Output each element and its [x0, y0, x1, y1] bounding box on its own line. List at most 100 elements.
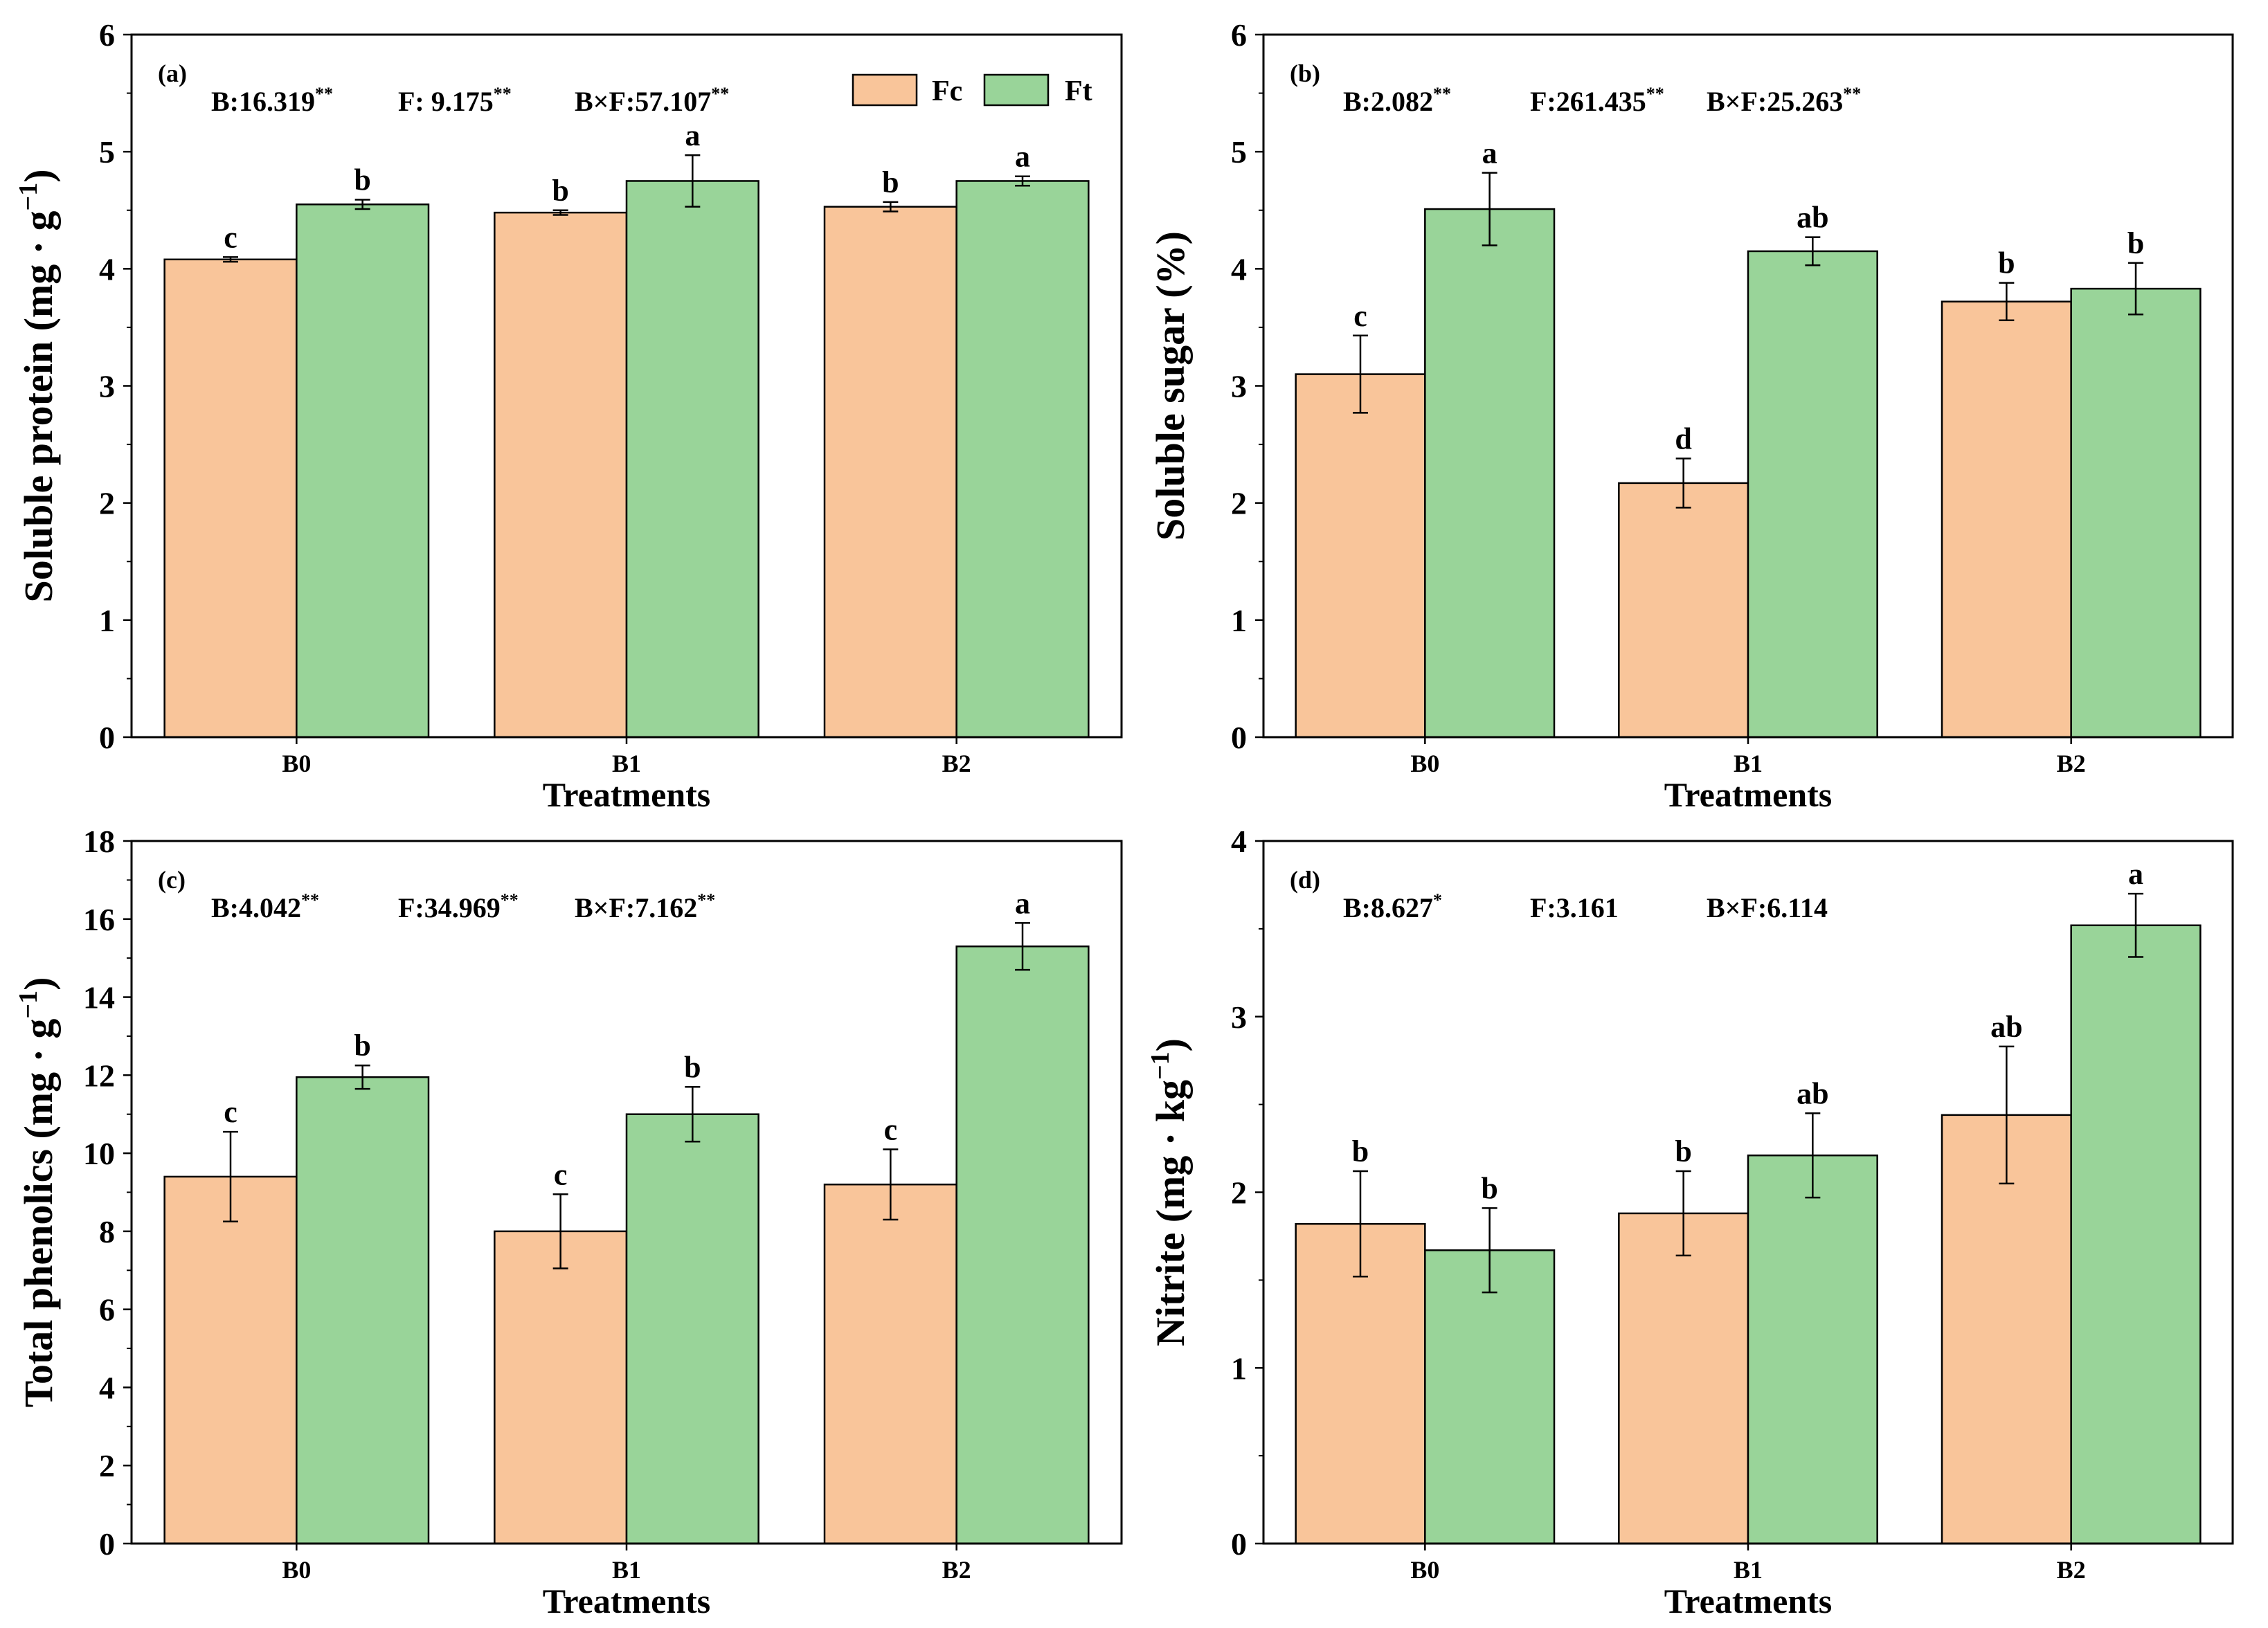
y-axis-title: Soluble protein (mg · g−1)	[14, 169, 61, 602]
y-tick-label: 14	[83, 980, 115, 1015]
bar-ft-b0	[1424, 208, 1556, 739]
x-tick-label: B1	[612, 750, 641, 777]
significance-letter: b	[2127, 226, 2144, 260]
anova-stat: F:261.435**	[1530, 84, 1664, 117]
significance-letter: a	[685, 118, 700, 152]
y-tick-label: 1	[1231, 603, 1247, 638]
y-tick-label: 18	[83, 824, 115, 859]
bar-fc-b0	[163, 258, 298, 739]
chart-panel-3: c b B0 c b B1 c a B2 0 2 4 6 8 10 12 14 16 18 Total phenoli…	[14, 824, 1123, 1620]
panel-label: (b)	[1290, 60, 1320, 87]
anova-stat: B×F:7.162**	[575, 890, 715, 923]
legend-label-ft: Ft	[1065, 75, 1092, 107]
bar-ft-b2	[2070, 287, 2202, 739]
plot-frame	[1262, 33, 2234, 739]
significance-letter: c	[224, 220, 237, 254]
bar-ft-b0	[296, 204, 430, 739]
y-tick-label: 4	[1231, 251, 1247, 287]
bar-ft-b1	[1747, 1154, 1878, 1545]
significance-letter: ab	[1990, 1010, 2022, 1044]
bar-fc-b1	[494, 211, 628, 739]
anova-stat: B:8.627*	[1343, 890, 1442, 923]
significance-letter: b	[552, 174, 568, 208]
bar-fc-b1	[1618, 1212, 1749, 1545]
bar-ft-b2	[955, 180, 1090, 739]
y-tick-label: 6	[99, 17, 115, 53]
significance-letter: b	[354, 1029, 370, 1062]
x-tick-label: B1	[1734, 1556, 1763, 1584]
bar-fc-b2	[1941, 300, 2072, 739]
panel-label: (d)	[1290, 866, 1320, 894]
panel-label: (a)	[158, 60, 187, 87]
bar-fc-b0	[163, 1175, 298, 1545]
y-tick-label: 0	[99, 720, 115, 755]
y-tick-label: 4	[1231, 824, 1247, 859]
significance-letter: b	[1352, 1134, 1369, 1168]
x-axis-title: Treatments	[543, 1582, 711, 1620]
bar-ft-b1	[1747, 250, 1878, 739]
significance-letter: ab	[1797, 1076, 1828, 1110]
significance-letter: a	[1015, 140, 1030, 174]
y-tick-label: 2	[1231, 486, 1247, 521]
significance-letter: b	[684, 1050, 701, 1084]
anova-stat: B:2.082**	[1343, 84, 1451, 117]
significance-letter: a	[1015, 886, 1030, 920]
x-tick-label: B1	[612, 1556, 641, 1584]
anova-stat: F: 9.175**	[398, 84, 512, 117]
x-tick-label: B0	[282, 750, 311, 777]
y-tick-label: 2	[99, 1448, 115, 1483]
anova-stat: B:16.319**	[211, 84, 333, 117]
significance-letter: b	[1998, 246, 2015, 280]
anova-stat: B×F:25.263**	[1707, 84, 1861, 117]
y-tick-label: 2	[99, 486, 115, 521]
plot-frame	[1262, 840, 2234, 1545]
y-tick-label: 3	[1231, 369, 1247, 404]
bar-fc-b0	[1295, 373, 1426, 739]
significance-letter: b	[1675, 1134, 1691, 1168]
y-tick-label: 5	[99, 134, 115, 170]
significance-letter: c	[224, 1095, 237, 1129]
bar-fc-b1	[1618, 482, 1749, 739]
y-tick-label: 12	[83, 1058, 115, 1093]
significance-letter: b	[354, 163, 370, 197]
bar-ft-b2	[2070, 924, 2202, 1545]
significance-letter: ab	[1797, 201, 1828, 235]
y-axis-title: Nitrite (mg · kg−1)	[1146, 1038, 1193, 1346]
y-tick-label: 3	[99, 369, 115, 404]
y-axis-title: Total phenolics (mg · g−1)	[14, 977, 61, 1408]
x-tick-label: B2	[2057, 750, 2086, 777]
y-tick-label: 6	[99, 1292, 115, 1328]
bar-ft-b1	[625, 180, 759, 739]
y-tick-label: 4	[99, 1370, 115, 1405]
x-axis-title: Treatments	[1664, 1582, 1833, 1620]
x-tick-label: B2	[942, 1556, 971, 1584]
y-tick-label: 0	[99, 1526, 115, 1562]
x-axis-title: Treatments	[543, 775, 711, 814]
anova-stat: F:34.969**	[398, 890, 519, 923]
y-tick-label: 1	[99, 603, 115, 638]
bar-ft-b1	[625, 1113, 759, 1545]
chart-panel-4: b b B0 b ab B1 ab a B2 0 1 2 3 4 Nitrite (mg · kg−1) Tr…	[1146, 824, 2234, 1620]
y-tick-label: 0	[1231, 1526, 1247, 1562]
y-tick-label: 10	[83, 1136, 115, 1171]
anova-stat: F:3.161	[1530, 892, 1619, 923]
bar-ft-b0	[1424, 1249, 1556, 1545]
panel-label: (c)	[158, 866, 186, 894]
y-tick-label: 2	[1231, 1175, 1247, 1211]
bar-fc-b2	[823, 1183, 957, 1545]
x-tick-label: B2	[2057, 1556, 2086, 1584]
plot-frame	[130, 840, 1123, 1545]
significance-letter: a	[1482, 136, 1497, 170]
legend: Fc Ft	[852, 73, 1092, 107]
y-tick-label: 16	[83, 902, 115, 937]
significance-letter: c	[1353, 299, 1367, 333]
significance-letter: c	[884, 1112, 898, 1146]
y-tick-label: 1	[1231, 1350, 1247, 1386]
x-tick-label: B0	[282, 1556, 311, 1584]
significance-letter: b	[882, 165, 899, 199]
chart-panel-2: c a B0 d ab B1 b b B2 0 1 2 3 4 5 6 Soluble sugar (%) Tre…	[1148, 17, 2234, 814]
significance-letter: d	[1675, 422, 1691, 455]
plot-frame	[130, 33, 1123, 739]
x-tick-label: B0	[1410, 1556, 1439, 1584]
